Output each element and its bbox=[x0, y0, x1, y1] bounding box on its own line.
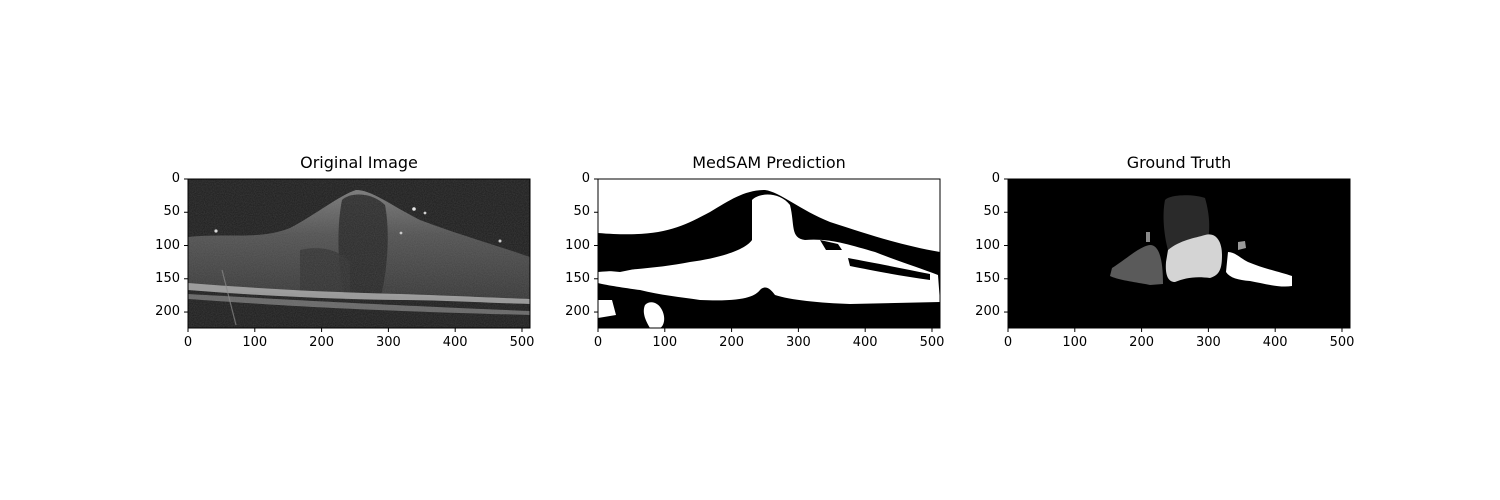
y-tick-label: 100 bbox=[565, 237, 590, 253]
y-tick-label: 50 bbox=[573, 204, 590, 220]
y-tick-label: 0 bbox=[991, 171, 1000, 186]
x-tick-label: 0 bbox=[1003, 335, 1013, 350]
x-tick-label: 300 bbox=[1195, 335, 1221, 350]
y-tick-label: 150 bbox=[975, 270, 1000, 286]
x-tick-label: 100 bbox=[652, 335, 678, 350]
x-tick-label: 500 bbox=[509, 335, 535, 350]
x-tick-label: 200 bbox=[309, 335, 334, 350]
y-tick-label: 50 bbox=[163, 204, 180, 220]
y-tick-label: 150 bbox=[155, 270, 180, 286]
x-tick-label: 400 bbox=[442, 335, 468, 350]
x-tick-label: 100 bbox=[242, 335, 268, 350]
x-tick-label: 0 bbox=[183, 335, 193, 350]
x-tick-label: 200 bbox=[719, 335, 744, 350]
x-tick-label: 300 bbox=[785, 335, 811, 350]
x-tick-label: 100 bbox=[1062, 335, 1088, 350]
y-tick-label: 50 bbox=[983, 204, 1000, 220]
y-tick-label: 100 bbox=[975, 237, 1000, 253]
x-tick-label: 200 bbox=[1129, 335, 1154, 350]
y-tick-label: 150 bbox=[565, 270, 590, 286]
y-tick-label: 0 bbox=[581, 171, 590, 186]
y-tick-label: 200 bbox=[155, 304, 180, 320]
x-tick-label: 400 bbox=[852, 335, 878, 350]
x-tick-label: 500 bbox=[919, 335, 945, 350]
y-tick-label: 200 bbox=[975, 304, 1000, 320]
panel-title: Original Image bbox=[300, 153, 418, 172]
panel-title: Ground Truth bbox=[1126, 153, 1232, 172]
x-tick-label: 0 bbox=[593, 335, 603, 350]
y-tick-label: 0 bbox=[171, 171, 180, 186]
x-tick-label: 400 bbox=[1262, 335, 1288, 350]
y-tick-label: 100 bbox=[155, 237, 180, 253]
x-tick-label: 500 bbox=[1329, 335, 1355, 350]
y-tick-label: 200 bbox=[565, 304, 590, 320]
x-tick-label: 300 bbox=[375, 335, 401, 350]
panel-title: MedSAM Prediction bbox=[692, 153, 846, 172]
